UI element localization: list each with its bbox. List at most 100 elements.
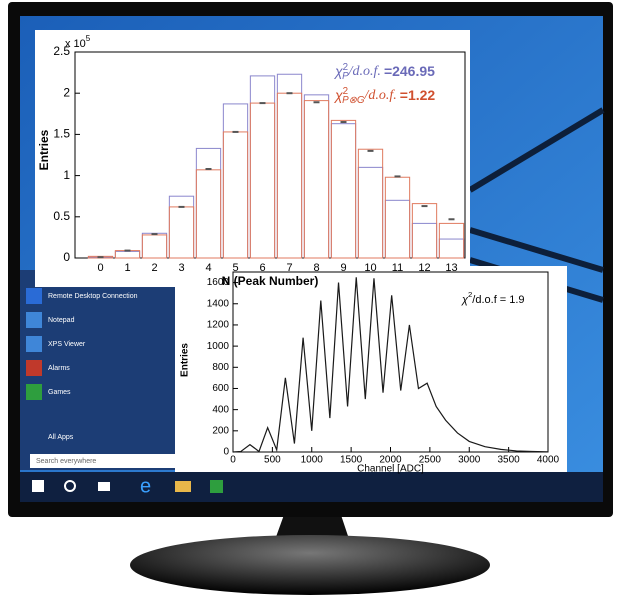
annotation-text: /d.o.f. — [348, 64, 381, 79]
y-axis-label: Entries — [37, 129, 51, 170]
x-tick-label: 1 — [124, 262, 130, 274]
menu-icon — [26, 360, 42, 376]
x-tick-label: 4000 — [537, 455, 560, 466]
y-tick-label: 1400 — [207, 298, 230, 309]
search-placeholder: Search everywhere — [36, 458, 96, 465]
annotation: χ2/d.o.f = 1.9 — [461, 290, 525, 306]
search-button[interactable] — [64, 480, 76, 492]
annotation-value: =246.95 — [384, 63, 435, 79]
y-tick-label: 0 — [63, 250, 70, 264]
bar — [303, 100, 330, 259]
annotation-symbol: χ — [333, 63, 343, 79]
data-point — [394, 175, 401, 178]
x-tick-label: 13 — [445, 262, 457, 274]
menu-icon — [26, 312, 42, 328]
annotation-symbol: χ — [461, 294, 469, 306]
data-point — [124, 249, 131, 252]
y-tick-label: 400 — [212, 404, 229, 415]
data-point — [97, 256, 104, 259]
x-tick-label: 3500 — [498, 455, 521, 466]
x-tick-label: 12 — [418, 262, 430, 274]
x-tick-label: 4 — [205, 262, 211, 274]
bar — [411, 203, 438, 259]
bar — [438, 222, 465, 259]
annotation: χ2 P/d.o.f. =246.95 — [333, 62, 435, 82]
y-tick-label: 2.5 — [53, 44, 70, 58]
data-point — [151, 233, 158, 236]
x-tick-label: 2000 — [379, 455, 402, 466]
y-tick-label: 0 — [223, 447, 229, 458]
x-tick-label: 9 — [340, 262, 346, 274]
data-point — [286, 92, 293, 95]
menu-item[interactable]: XPS Viewer — [48, 341, 86, 348]
explorer-icon[interactable] — [175, 481, 191, 492]
start-menu-panel — [20, 270, 178, 470]
annotation-value: =1.22 — [400, 87, 436, 103]
x-tick-label: 0 — [97, 262, 103, 274]
y-tick-label: 1600 — [207, 277, 230, 288]
chart: 0 200 400 600 800 1000 1200 1400 1600 0 500 1000 150… — [180, 271, 560, 475]
data-point — [259, 102, 266, 105]
menu-item[interactable]: Notepad — [48, 317, 75, 324]
y-tick-label: 1200 — [207, 320, 230, 331]
menu-item[interactable]: Remote Desktop Connection — [48, 293, 138, 300]
y-tick-label: 1 — [63, 168, 70, 182]
x-tick-label: 0 — [230, 455, 236, 466]
start-button[interactable] — [32, 480, 44, 492]
x-axis-label: N (Peak Number) — [222, 274, 319, 288]
y-tick-label: 200 — [212, 425, 229, 436]
x-tick-label: 1500 — [340, 455, 363, 466]
y-tick-label: 2 — [63, 85, 70, 99]
menu-icon — [26, 288, 42, 304]
data-point — [232, 130, 239, 133]
data-point — [367, 149, 374, 152]
annotation-sub: P⊗G — [342, 95, 365, 106]
bar — [357, 148, 384, 259]
data-point — [205, 168, 212, 171]
data-point — [178, 205, 185, 208]
store-icon[interactable] — [210, 480, 223, 493]
y-tick-label: 800 — [212, 362, 229, 373]
bar — [330, 119, 357, 259]
annotation-text: /d.o.f — [472, 294, 497, 306]
x-tick-label: 6 — [259, 262, 265, 274]
x-tick-label: 5 — [232, 262, 238, 274]
x-tick-label: 2 — [151, 262, 157, 274]
x-tick-label: 7 — [286, 262, 292, 274]
browser-icon[interactable]: e — [140, 475, 151, 497]
annotation-sub: P — [342, 71, 349, 82]
all-apps[interactable]: All Apps — [48, 434, 74, 441]
chart: 0 0.5 1 1.5 2 2.5x 105 Entries N (Peak Number) 0… — [37, 34, 466, 288]
x-tick-label: 500 — [264, 455, 281, 466]
taskbar-icons: e — [32, 475, 223, 497]
x-tick-label: 8 — [313, 262, 319, 274]
data-point — [313, 101, 320, 104]
data-point — [421, 205, 428, 208]
chart-panel — [175, 266, 567, 472]
x-tick-label: 3000 — [458, 455, 481, 466]
task-view[interactable] — [98, 482, 110, 491]
menu-item[interactable]: Alarms — [48, 365, 70, 372]
annotation-symbol: χ — [333, 87, 343, 103]
annotation-sup: 2 — [343, 86, 348, 97]
data-point — [340, 121, 347, 124]
monitor-base — [130, 535, 490, 595]
menu-icon — [26, 336, 42, 352]
chart-panel — [35, 30, 470, 287]
annotation-text: /d.o.f. — [363, 88, 396, 103]
x-tick-label: 10 — [364, 262, 376, 274]
menu-item[interactable]: Games — [48, 389, 71, 396]
y-tick-label: 1.5 — [53, 127, 70, 141]
search-box[interactable] — [30, 454, 175, 468]
x-tick-label: 3 — [178, 262, 184, 274]
y-tick-label: 0.5 — [53, 209, 70, 223]
data-point — [448, 218, 455, 221]
annotation-sup: 2 — [468, 290, 472, 299]
y-multiplier: x 105 — [65, 34, 91, 50]
start-menu: Remote Desktop Connection Notepad XPS View… — [20, 270, 178, 470]
x-axis-label: Channel [ADC] — [357, 464, 424, 475]
x-tick-label: 2500 — [419, 455, 442, 466]
y-multiplier-exp: 5 — [86, 34, 91, 43]
taskbar — [20, 472, 603, 502]
